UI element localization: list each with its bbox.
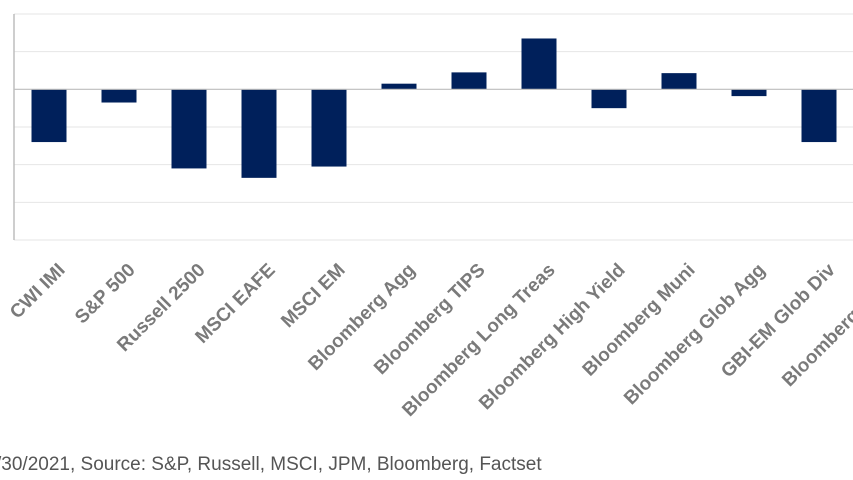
source-note: /30/2021, Source: S&P, Russell, MSCI, JP… (0, 454, 542, 475)
bar (591, 89, 627, 109)
x-tick-label: MSCI EM (277, 260, 349, 332)
bar (241, 89, 277, 178)
bar (101, 89, 137, 103)
bar (661, 73, 697, 90)
bar (521, 38, 557, 90)
bar (731, 89, 767, 97)
bar (171, 89, 207, 169)
bar (381, 83, 417, 90)
bar (451, 72, 487, 90)
bar (31, 89, 67, 143)
bar (801, 89, 837, 143)
x-tick-label: Bloomberg Glob Agg (620, 260, 769, 409)
bar (311, 89, 347, 167)
x-tick-label: CWI IMI (6, 260, 69, 323)
x-tick-label: S&P 500 (71, 260, 139, 328)
